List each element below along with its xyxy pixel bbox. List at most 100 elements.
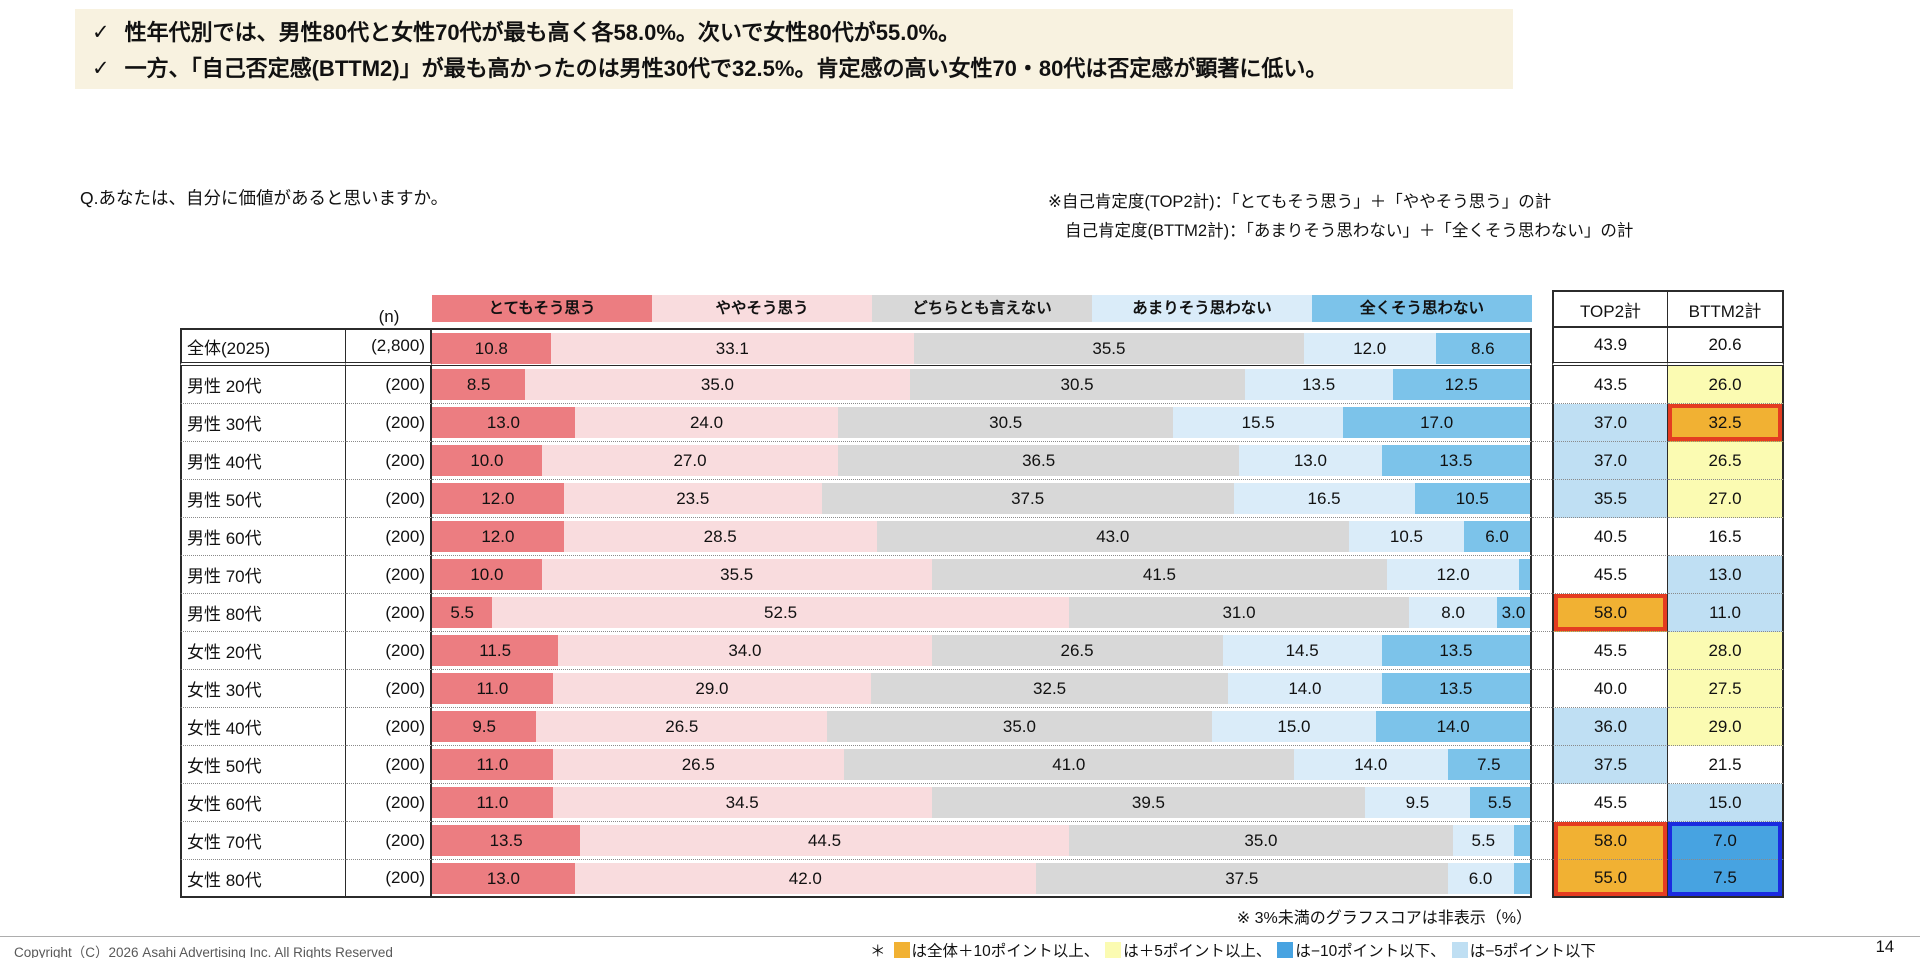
bttm2-cell: 7.0 xyxy=(1668,822,1784,861)
threshold-legend: ＊ は全体＋10ポイント以上、 は＋5ポイント以上、 は−10ポイント以下、 は−5ポイ… xyxy=(870,939,1596,958)
bar-value: 7.5 xyxy=(1476,754,1501,774)
bar-value: 52.5 xyxy=(764,602,798,622)
gap xyxy=(1532,480,1552,518)
gap xyxy=(1532,746,1552,784)
threshold-prefix: ＊ xyxy=(870,943,886,958)
stacked-bar: 10.8 33.1 35.5 12.0 8.6 xyxy=(432,333,1530,364)
bttm2-cell: 20.6 xyxy=(1668,328,1784,366)
row-n: (200) xyxy=(346,784,432,822)
bar-value: 13.0 xyxy=(1293,450,1327,470)
bar-value: 13.0 xyxy=(486,412,520,432)
key-findings-callout: ✓ 性年代別では、男性80代と女性70代が最も高く各58.0%。次いで女性80代… xyxy=(75,9,1513,89)
bar-segment: 11.0 xyxy=(432,787,553,818)
bar-segment: 10.0 xyxy=(432,445,542,476)
bttm2-cell: 13.0 xyxy=(1668,556,1784,594)
threshold-text: は全体＋10ポイント以上、 xyxy=(911,943,1100,958)
bttm2-header: BTTM2計 xyxy=(1668,290,1784,328)
gap xyxy=(1532,366,1552,404)
bar-value: 3.0 xyxy=(1501,602,1526,622)
gap xyxy=(1532,328,1552,366)
row-label: 女性 50代 xyxy=(180,746,346,784)
bar-segment: 10.0 xyxy=(432,559,542,590)
gap xyxy=(1532,822,1552,860)
bar-segment xyxy=(1513,825,1530,856)
bar-value: 26.5 xyxy=(1060,640,1094,660)
bar-segment: 16.5 xyxy=(1233,483,1415,514)
row-bars: 13.0 24.0 30.5 15.5 17.0 xyxy=(432,404,1532,442)
bar-segment: 13.0 xyxy=(1239,445,1382,476)
top2-cell: 45.5 xyxy=(1552,784,1668,822)
bar-segment: 12.0 xyxy=(432,521,564,552)
bar-segment: 5.5 xyxy=(1469,787,1530,818)
row-n: (200) xyxy=(346,556,432,594)
bar-value: 6.0 xyxy=(1468,868,1493,888)
row-label: 男性 20代 xyxy=(180,366,346,404)
row-n: (200) xyxy=(346,708,432,746)
bar-value: 10.5 xyxy=(1389,526,1423,546)
top2-cell: 35.5 xyxy=(1552,480,1668,518)
bar-segment: 13.5 xyxy=(1244,369,1393,400)
bar-value: 14.0 xyxy=(1436,716,1470,736)
row-n: (200) xyxy=(346,860,432,898)
row-bars: 11.5 34.0 26.5 14.5 13.5 xyxy=(432,632,1532,670)
bar-value: 41.0 xyxy=(1052,754,1086,774)
bar-value: 12.0 xyxy=(481,488,515,508)
bar-value: 10.5 xyxy=(1455,488,1489,508)
bar-segment: 39.5 xyxy=(931,787,1366,818)
row-n: (200) xyxy=(346,822,432,860)
finding-text: 一方、「自己否定感(BTTM2)」が最も高かったのは男性30代で32.5%。肯定… xyxy=(124,56,1328,81)
stacked-bar-chart: (n) とてもそう思う ややそう思う どちらとも言えない あまりそう思わない 全くそう思… xyxy=(180,290,1784,898)
bar-value: 34.5 xyxy=(725,792,759,812)
row-label: 女性 40代 xyxy=(180,708,346,746)
bar-segment: 52.5 xyxy=(492,597,1069,628)
row-n: (200) xyxy=(346,746,432,784)
bar-segment: 35.5 xyxy=(914,333,1304,364)
bar-segment: 29.0 xyxy=(552,673,872,704)
stacked-bar: 13.5 44.5 35.0 5.5 xyxy=(432,825,1530,856)
bar-value: 6.0 xyxy=(1485,526,1509,546)
bar-value: 12.0 xyxy=(1353,338,1387,358)
finding-line: ✓ 一方、「自己否定感(BTTM2)」が最も高かったのは男性30代で32.5%。… xyxy=(92,53,1501,84)
bttm2-cell: 26.0 xyxy=(1668,366,1784,404)
legend-item: あまりそう思わない xyxy=(1092,295,1312,322)
bar-value: 14.5 xyxy=(1285,640,1319,660)
bar-value: 11.0 xyxy=(476,792,509,812)
bar-segment: 30.5 xyxy=(838,407,1174,438)
bar-value: 31.0 xyxy=(1222,602,1256,622)
bar-segment: 17.0 xyxy=(1343,407,1530,438)
top2-cell: 37.0 xyxy=(1552,442,1668,480)
bar-segment: 43.0 xyxy=(876,521,1349,552)
bar-value: 11.5 xyxy=(479,640,512,660)
bar-segment: 41.0 xyxy=(843,749,1294,780)
row-bars: 10.0 27.0 36.5 13.0 13.5 xyxy=(432,442,1532,480)
row-n: (2,800) xyxy=(346,328,432,366)
row-label: 男性 50代 xyxy=(180,480,346,518)
stacked-bar: 12.0 28.5 43.0 10.5 6.0 xyxy=(432,521,1530,552)
row-bars: 5.5 52.5 31.0 8.0 3.0 xyxy=(432,594,1532,632)
row-label: 女性 60代 xyxy=(180,784,346,822)
bar-value: 5.5 xyxy=(450,602,474,622)
chart-body: 全体(2025) (2,800) 10.8 33.1 35.5 12.0 8.6 43.9 20… xyxy=(180,328,1784,898)
bar-value: 36.5 xyxy=(1022,450,1056,470)
bar-segment: 15.5 xyxy=(1173,407,1344,438)
bar-value: 17.0 xyxy=(1420,412,1454,432)
gap xyxy=(1532,442,1552,480)
stacked-bar: 10.0 27.0 36.5 13.0 13.5 xyxy=(432,445,1530,476)
bar-segment: 9.5 xyxy=(1365,787,1470,818)
row-n: (200) xyxy=(346,632,432,670)
bar-value: 12.5 xyxy=(1444,374,1478,394)
bar-value: 13.5 xyxy=(489,830,523,850)
row-label: 男性 30代 xyxy=(180,404,346,442)
chart-header: (n) とてもそう思う ややそう思う どちらとも言えない あまりそう思わない 全くそう思… xyxy=(180,290,1784,328)
threshold-text: は−5ポイント以下 xyxy=(1469,943,1596,958)
stacked-bar: 11.0 26.5 41.0 14.0 7.5 xyxy=(432,749,1530,780)
bar-segment: 14.5 xyxy=(1222,635,1382,666)
bar-segment: 26.5 xyxy=(552,749,844,780)
row-n: (200) xyxy=(346,594,432,632)
copyright-text: Copyright（C）2026 Asahi Advertising Inc. … xyxy=(14,945,393,958)
bar-value: 15.0 xyxy=(1277,716,1311,736)
bar-value: 35.0 xyxy=(1002,716,1036,736)
bar-segment: 12.0 xyxy=(1303,333,1436,364)
top2-cell: 37.5 xyxy=(1552,746,1668,784)
row-bars: 12.0 23.5 37.5 16.5 10.5 xyxy=(432,480,1532,518)
